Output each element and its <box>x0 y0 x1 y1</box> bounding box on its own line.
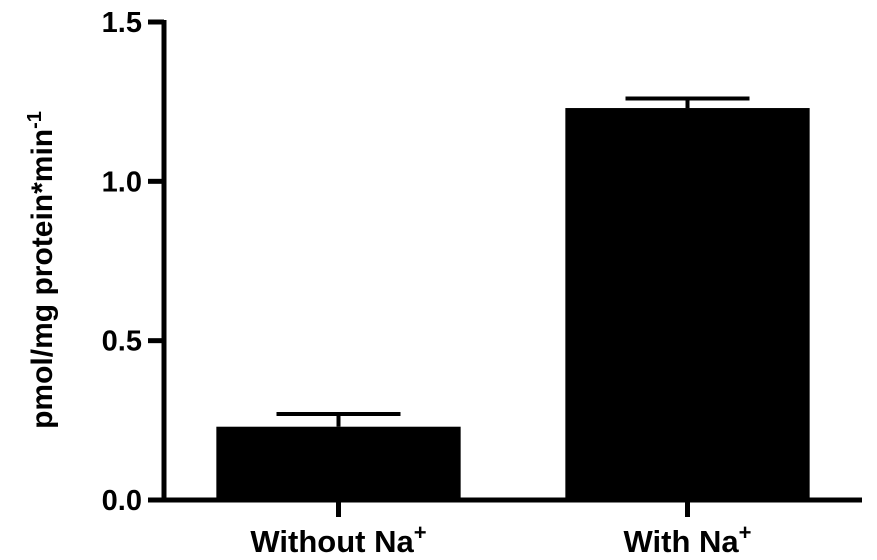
y-axis-title-text: pmol/mg protein*min <box>26 129 59 429</box>
y-tick-label: 0.0 <box>102 485 142 517</box>
x-tick-label-text: With Na <box>624 524 740 559</box>
y-tick-label: 0.5 <box>102 326 142 358</box>
x-tick-label-superscript: + <box>414 520 427 545</box>
y-axis-title: pmol/mg protein*min-1 <box>24 111 59 429</box>
bars <box>216 96 810 500</box>
y-axis-title-superscript: -1 <box>24 111 46 129</box>
y-tick-label: 1.0 <box>102 166 142 198</box>
x-tick-label-superscript: + <box>739 520 752 545</box>
y-axis: 0.0 0.5 1.0 1.5 <box>102 7 167 517</box>
x-tick-label: With Na+ <box>624 520 752 559</box>
bar <box>216 426 461 500</box>
x-tick-label: Without Na+ <box>250 520 426 559</box>
y-tick-label: 1.5 <box>102 7 142 39</box>
x-tick-label-text: Without Na <box>250 524 414 559</box>
bar <box>565 108 810 500</box>
x-axis: Without Na+ With Na+ <box>162 497 862 559</box>
